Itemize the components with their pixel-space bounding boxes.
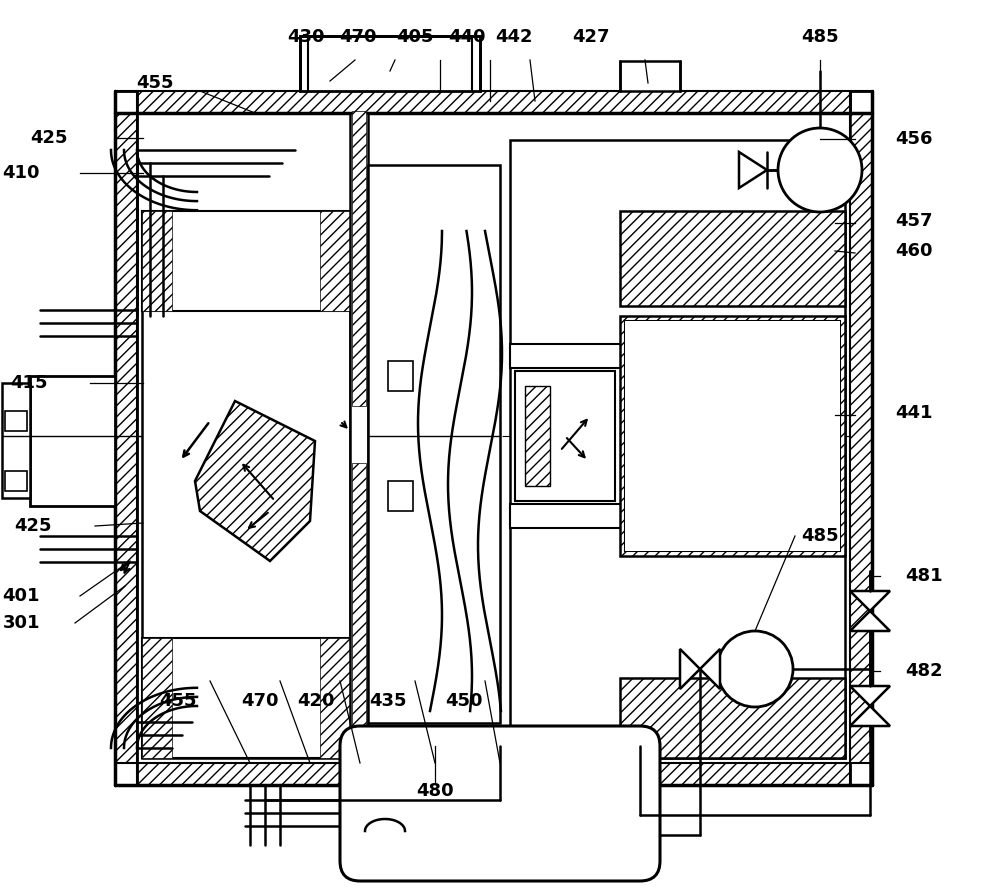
FancyBboxPatch shape: [340, 726, 660, 881]
Bar: [850, 113, 872, 763]
Text: 442: 442: [495, 28, 533, 46]
Text: 430: 430: [287, 28, 325, 46]
Text: 456: 456: [895, 130, 932, 148]
Bar: [368, 165, 500, 723]
Bar: [142, 211, 350, 758]
Text: 425: 425: [14, 517, 52, 535]
Text: 301: 301: [2, 614, 40, 632]
Text: 415: 415: [10, 374, 48, 392]
Text: 420: 420: [297, 692, 335, 710]
Bar: [142, 211, 350, 311]
Bar: [300, 36, 480, 91]
Bar: [5, 411, 27, 431]
Bar: [620, 211, 845, 306]
Bar: [142, 638, 350, 758]
Bar: [515, 371, 615, 501]
Polygon shape: [700, 649, 720, 689]
Text: 470: 470: [241, 692, 279, 710]
Text: 455: 455: [159, 692, 197, 710]
Text: 470: 470: [339, 28, 377, 46]
Text: 457: 457: [895, 212, 932, 230]
Text: 460: 460: [895, 242, 932, 260]
Bar: [350, 113, 368, 763]
Text: 440: 440: [448, 28, 486, 46]
Bar: [510, 344, 845, 368]
Text: 401: 401: [2, 587, 40, 605]
Text: 427: 427: [572, 28, 610, 46]
Bar: [352, 111, 366, 406]
Bar: [137, 91, 850, 113]
Polygon shape: [850, 591, 890, 611]
Bar: [2, 383, 30, 498]
Bar: [137, 763, 850, 785]
Circle shape: [717, 631, 793, 707]
Text: 482: 482: [905, 662, 943, 680]
Bar: [850, 91, 872, 785]
Bar: [510, 504, 845, 528]
Bar: [115, 91, 872, 113]
Bar: [620, 316, 845, 556]
Text: 435: 435: [369, 692, 407, 710]
Polygon shape: [739, 152, 767, 188]
Polygon shape: [195, 401, 315, 561]
Bar: [620, 678, 845, 758]
Bar: [625, 321, 840, 551]
Bar: [510, 140, 845, 758]
Text: 405: 405: [396, 28, 434, 46]
Text: 441: 441: [895, 404, 932, 422]
Bar: [115, 91, 137, 785]
Bar: [320, 638, 350, 758]
Bar: [30, 376, 115, 506]
Text: 480: 480: [416, 782, 454, 800]
Bar: [115, 113, 137, 763]
Bar: [388, 361, 413, 391]
Bar: [625, 321, 840, 551]
Bar: [352, 463, 366, 758]
Bar: [388, 481, 413, 511]
Bar: [320, 211, 350, 311]
Text: 481: 481: [905, 567, 943, 585]
Bar: [620, 61, 680, 91]
Circle shape: [778, 128, 862, 212]
Text: 485: 485: [801, 28, 839, 46]
Bar: [5, 471, 27, 491]
Text: 410: 410: [2, 164, 40, 182]
Bar: [115, 763, 872, 785]
Bar: [142, 211, 172, 311]
Text: 425: 425: [30, 129, 68, 147]
Polygon shape: [850, 686, 890, 706]
Polygon shape: [850, 706, 890, 726]
Polygon shape: [850, 611, 890, 631]
Text: 455: 455: [136, 74, 174, 92]
Polygon shape: [680, 649, 700, 689]
Text: 485: 485: [801, 527, 839, 545]
Text: 450: 450: [445, 692, 483, 710]
Bar: [525, 386, 550, 486]
Bar: [142, 638, 172, 758]
